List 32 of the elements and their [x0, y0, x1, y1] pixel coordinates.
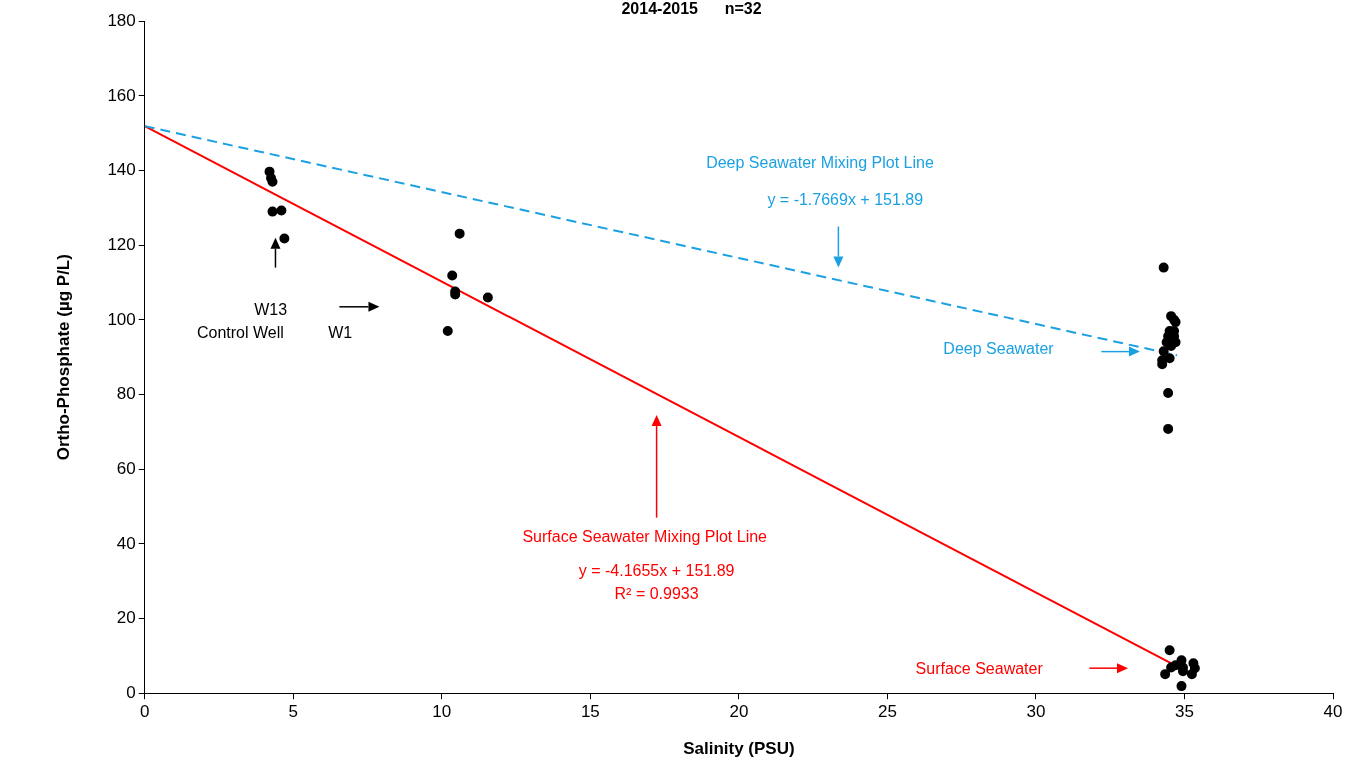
- x-tick-label: 20: [729, 702, 749, 722]
- y-tick-label: 80: [116, 384, 136, 404]
- y-tick-label: 100: [107, 309, 136, 329]
- y-tick-label: 160: [107, 85, 136, 105]
- annotation: Control Well: [196, 324, 284, 342]
- x-axis-title: Salinity (PSU): [683, 739, 795, 759]
- y-tick-label: 180: [107, 10, 136, 30]
- annotation: Deep Seawater Mixing Plot Line: [706, 154, 934, 172]
- y-tick-label: 60: [116, 458, 136, 478]
- annotation: R² = 0.9933: [614, 585, 699, 603]
- y-tick-label: 0: [126, 682, 136, 702]
- x-tick-label: 35: [1175, 702, 1194, 722]
- annotation: Surface Seawater Mixing Plot Line: [522, 527, 768, 545]
- y-axis-title: Ortho-Phosphate (µg P/L): [53, 254, 73, 461]
- y-tick-label: 140: [107, 160, 136, 180]
- annotation: y = -1.7669x + 151.89: [767, 191, 924, 209]
- y-tick-label: 20: [116, 608, 136, 628]
- y-tick-label: 120: [107, 234, 136, 254]
- annotation: y = -4.1655x + 151.89: [578, 561, 735, 579]
- x-tick-label: 0: [140, 702, 150, 722]
- x-tick-label: 10: [432, 702, 452, 722]
- x-tick-label: 5: [288, 702, 299, 722]
- y-tick-label: 40: [116, 533, 136, 553]
- chart-title: 2014-2015 n=32: [621, 0, 762, 18]
- annotation: W13: [254, 300, 288, 318]
- x-tick-label: 30: [1026, 702, 1046, 722]
- annotation: W1: [328, 324, 353, 342]
- annotation: Surface Seawater: [915, 659, 1044, 677]
- annotation: Deep Seawater: [943, 339, 1055, 357]
- x-tick-label: 40: [1323, 702, 1343, 722]
- x-tick-label: 15: [580, 702, 600, 722]
- x-tick-label: 25: [877, 702, 897, 722]
